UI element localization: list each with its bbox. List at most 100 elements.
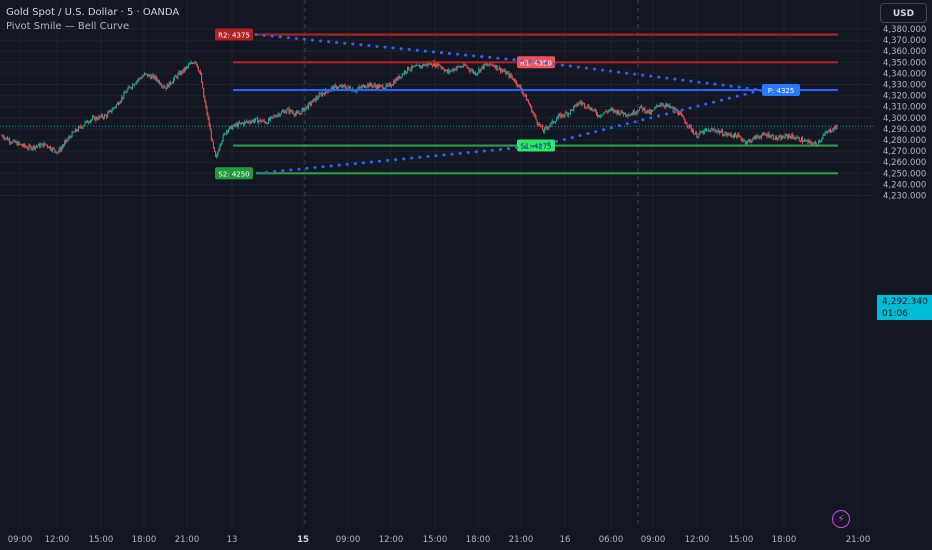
candle-body (534, 114, 536, 116)
candle-body (29, 145, 31, 147)
candle-body (727, 134, 729, 136)
candle-body (715, 130, 717, 132)
candle-body (275, 116, 277, 118)
candle-body (261, 121, 263, 123)
price-tick-label: 4,260.000 (883, 158, 926, 168)
candle-body (153, 75, 155, 79)
candle-body (289, 109, 291, 113)
candle-body (648, 110, 650, 113)
candle-body (288, 108, 290, 113)
candle-body (448, 70, 450, 73)
candle-body (573, 106, 575, 111)
candle-body (102, 117, 104, 119)
candle-body (748, 140, 750, 142)
candle-body (585, 106, 587, 108)
level-label-bg-s2 (215, 167, 253, 180)
candle-body (599, 115, 601, 117)
level-label-bg-p (762, 84, 800, 97)
candle-body (293, 114, 295, 116)
candle-body (31, 148, 33, 150)
candle-body (235, 124, 237, 126)
candle-body (327, 91, 329, 93)
candle-body (403, 71, 405, 75)
candle-body (504, 70, 506, 72)
candle-body (794, 138, 796, 140)
candle-body (562, 114, 564, 116)
candle-body (749, 139, 751, 141)
candle-body (754, 136, 756, 140)
candle-body (538, 123, 540, 126)
bar-countdown: 01:06 (882, 309, 908, 319)
candle-body (413, 66, 415, 67)
candle-body (417, 65, 419, 67)
candle-body (738, 134, 740, 137)
price-axis[interactable]: 4,230.000 4,240.0004,250.0004,260.0004,27… (883, 25, 926, 202)
candle-body (424, 64, 426, 66)
candle-body (568, 113, 570, 114)
time-tick-label: 12:00 (685, 535, 710, 545)
candle-body (274, 115, 276, 117)
pivot-smile-curve (254, 33, 763, 175)
candle-body (463, 63, 465, 67)
candle-body (532, 112, 534, 113)
candle-body (786, 135, 788, 138)
candle-body (539, 123, 541, 127)
candle-body (683, 116, 685, 120)
candle-body (225, 130, 227, 135)
candle-body (629, 115, 631, 116)
candle-body (53, 147, 55, 149)
candle-body (602, 113, 604, 116)
candle-body (60, 147, 62, 151)
candle-body (304, 108, 306, 112)
candle-body (742, 140, 744, 142)
candle-body (650, 111, 652, 114)
candle-body (619, 113, 621, 115)
currency-button[interactable]: USD (880, 3, 927, 23)
candle-body (68, 136, 70, 140)
candle-body (290, 109, 292, 112)
candle-body (277, 113, 279, 116)
candle-body (247, 121, 249, 123)
candle-body (430, 62, 432, 66)
candle-body (741, 139, 743, 141)
symbol-title[interactable]: Gold Spot / U.S. Dollar · 5 · OANDA (6, 7, 180, 18)
candle-body (495, 65, 497, 69)
candle-body (755, 135, 757, 140)
candle-body (300, 112, 302, 114)
candle-body (163, 86, 165, 88)
candle-body (436, 62, 438, 67)
candle-body (232, 126, 234, 130)
candle-body (688, 124, 690, 127)
candle-body (595, 111, 597, 115)
candle-body (369, 83, 371, 87)
indicator-title[interactable]: Pivot Smile — Bell Curve (6, 21, 130, 32)
candle-body (204, 97, 206, 103)
candle-body (508, 72, 510, 77)
candle-body (342, 85, 344, 88)
candle-body (237, 122, 239, 127)
time-tick-label: 09:00 (336, 535, 361, 545)
candle-body (506, 72, 508, 75)
candle-body (284, 111, 286, 114)
candle-body (468, 67, 470, 70)
candle-body (584, 103, 586, 107)
candle-body (548, 126, 550, 129)
candle-body (64, 142, 66, 146)
candle-body (614, 110, 616, 112)
candle-body (707, 129, 709, 131)
candle-body (128, 87, 130, 88)
candle-body (393, 81, 395, 85)
candle-body (522, 92, 524, 94)
candle-body (660, 104, 662, 106)
candle-body (20, 144, 22, 146)
lightning-icon[interactable]: ⚡ (832, 510, 850, 528)
candle-body (587, 105, 589, 108)
candle-body (734, 133, 736, 138)
candle-body (551, 120, 553, 123)
candle-body (218, 149, 220, 153)
candle-body (111, 110, 113, 112)
candle-body (567, 113, 569, 116)
candle-body (198, 70, 200, 72)
time-axis[interactable]: 09:00 12:00 15:00 18:00 21:00 13 15 09:00 12:00 1… (8, 535, 871, 545)
